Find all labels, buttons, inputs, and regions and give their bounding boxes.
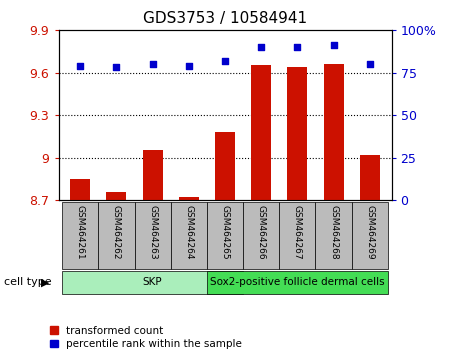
Bar xyxy=(243,202,279,269)
Point xyxy=(330,42,337,48)
Bar xyxy=(207,202,243,269)
Bar xyxy=(352,202,388,269)
Text: cell type: cell type xyxy=(4,277,52,287)
Point xyxy=(113,65,120,70)
Bar xyxy=(215,132,235,200)
Bar xyxy=(135,202,171,269)
Bar xyxy=(324,64,343,200)
Bar xyxy=(179,197,199,200)
Bar xyxy=(251,65,271,200)
Text: SKP: SKP xyxy=(143,277,162,287)
Bar xyxy=(288,67,307,200)
Bar xyxy=(279,202,315,269)
Bar xyxy=(360,155,380,200)
Bar xyxy=(62,271,243,294)
Text: GSM464264: GSM464264 xyxy=(184,205,194,259)
Legend: transformed count, percentile rank within the sample: transformed count, percentile rank withi… xyxy=(50,326,242,349)
Text: Sox2-positive follicle dermal cells: Sox2-positive follicle dermal cells xyxy=(210,277,385,287)
Point xyxy=(149,61,156,67)
Bar xyxy=(70,179,90,200)
Text: GSM464265: GSM464265 xyxy=(220,205,230,260)
Bar xyxy=(171,202,207,269)
Bar xyxy=(143,150,162,200)
Text: GSM464262: GSM464262 xyxy=(112,205,121,259)
Bar xyxy=(98,202,135,269)
Title: GDS3753 / 10584941: GDS3753 / 10584941 xyxy=(143,11,307,26)
Bar xyxy=(315,202,352,269)
Bar xyxy=(62,202,98,269)
Point xyxy=(221,58,229,63)
Point xyxy=(257,44,265,50)
Text: GSM464269: GSM464269 xyxy=(365,205,374,260)
Text: GSM464263: GSM464263 xyxy=(148,205,157,260)
Text: GSM464267: GSM464267 xyxy=(293,205,302,260)
Point xyxy=(366,61,373,67)
Text: GSM464266: GSM464266 xyxy=(256,205,266,260)
Bar xyxy=(107,192,126,200)
Point xyxy=(294,44,301,50)
Point xyxy=(185,63,193,69)
Text: ▶: ▶ xyxy=(41,277,49,287)
Text: GSM464261: GSM464261 xyxy=(76,205,85,260)
Text: GSM464268: GSM464268 xyxy=(329,205,338,260)
Point xyxy=(76,63,84,69)
Bar xyxy=(207,271,388,294)
